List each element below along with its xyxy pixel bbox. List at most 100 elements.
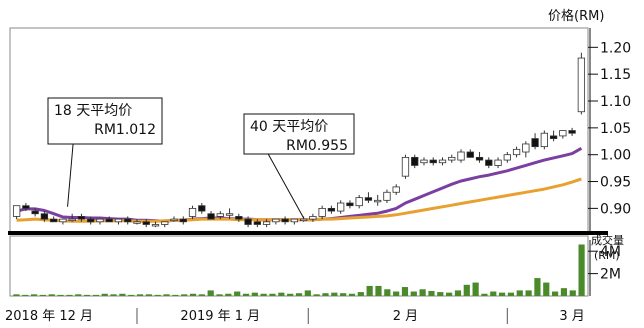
candle (522, 141, 530, 158)
candle-body (124, 218, 132, 223)
candle (272, 218, 280, 225)
candle-body (512, 148, 521, 156)
annotation-value: RM1.012 (94, 122, 156, 138)
x-axis-label: 2018 年 12 月 (5, 309, 93, 324)
annotation-value: RM0.955 (286, 138, 348, 154)
candle-body (77, 216, 86, 220)
candle-body (31, 210, 39, 215)
candle (12, 205, 21, 220)
candle-body (485, 159, 493, 166)
x-axis-label: 3 月 (559, 309, 584, 324)
volume-bar (22, 294, 29, 296)
candle-body (401, 156, 410, 177)
candle-body (272, 218, 280, 223)
candle-body (151, 224, 160, 227)
candle-body (281, 218, 289, 223)
candle-body (531, 138, 539, 148)
price-tick-label: 1.00 (600, 148, 631, 164)
volume-bar (154, 294, 161, 296)
candle (559, 130, 567, 139)
volume-bar (287, 293, 294, 296)
candle-body (50, 218, 58, 223)
volume-bar (30, 294, 38, 296)
candle-body (216, 213, 224, 217)
candle (235, 213, 243, 222)
volume-bar (110, 294, 117, 296)
candle (577, 52, 586, 115)
candle (40, 211, 49, 222)
candle-body (327, 207, 336, 212)
x-axis: 2018 年 12 月 2019 年 1 月 2 月 3 月 (5, 308, 585, 324)
candle-body (494, 159, 502, 166)
volume-bar (366, 285, 373, 296)
candle (281, 216, 289, 225)
candle-body (290, 218, 299, 223)
candle (59, 218, 67, 225)
candle-body (457, 151, 465, 161)
volume-bar (525, 290, 532, 296)
candle (207, 211, 215, 220)
volume-bar (225, 293, 232, 296)
candle (225, 208, 234, 220)
volume-bar (83, 294, 91, 296)
candle (262, 219, 271, 228)
volume-bar (172, 294, 179, 296)
candle-body (161, 221, 169, 225)
volume-bar (331, 292, 338, 296)
candle (411, 154, 419, 169)
candle-body (577, 57, 586, 113)
annotation-box (243, 113, 355, 155)
candle (151, 221, 160, 228)
candle (105, 216, 113, 223)
candle-body (364, 197, 373, 201)
candle-body (244, 218, 252, 225)
volume-bar (260, 293, 267, 296)
volume-bar (375, 285, 382, 296)
candle (309, 213, 317, 222)
volume-bar (348, 293, 356, 296)
candle-body (87, 218, 95, 223)
volume-bar (48, 294, 55, 296)
candle-body (346, 202, 354, 207)
volume-bar (534, 278, 541, 296)
candle (133, 219, 141, 225)
candle-body (392, 186, 400, 193)
candle-body (438, 159, 447, 164)
volume-bar (145, 294, 152, 296)
volume-bar (101, 293, 108, 296)
volume-bar (340, 293, 347, 296)
volume-bar (66, 294, 73, 296)
volume-bar (13, 294, 20, 296)
candle (438, 157, 447, 166)
candle-body (114, 218, 123, 223)
candle (466, 149, 474, 158)
volume-bar (278, 292, 285, 296)
volume-bar (490, 291, 497, 296)
candle-body (40, 213, 49, 220)
volume-bar (454, 290, 462, 296)
candle-body (540, 132, 548, 148)
annotation-title: 40 天平均价 (250, 119, 328, 135)
volume-bar (578, 244, 585, 296)
price-tick-label: 1.15 (600, 67, 631, 83)
candle-body (235, 216, 243, 220)
candle (77, 213, 86, 222)
candle-body (207, 213, 215, 220)
candle (401, 154, 410, 179)
price-tick-label: 0.95 (600, 175, 631, 191)
candle (475, 152, 484, 163)
candle-body (568, 130, 576, 134)
candle (494, 157, 502, 169)
candle (374, 194, 382, 206)
volume-bar (304, 290, 311, 296)
candle (337, 200, 345, 214)
candle (50, 216, 58, 223)
candle (124, 216, 132, 225)
volume-bar (419, 289, 426, 296)
volume-bar (234, 291, 241, 296)
candle-body (22, 205, 30, 209)
candle-body (170, 218, 178, 222)
volume-bar (295, 293, 303, 296)
